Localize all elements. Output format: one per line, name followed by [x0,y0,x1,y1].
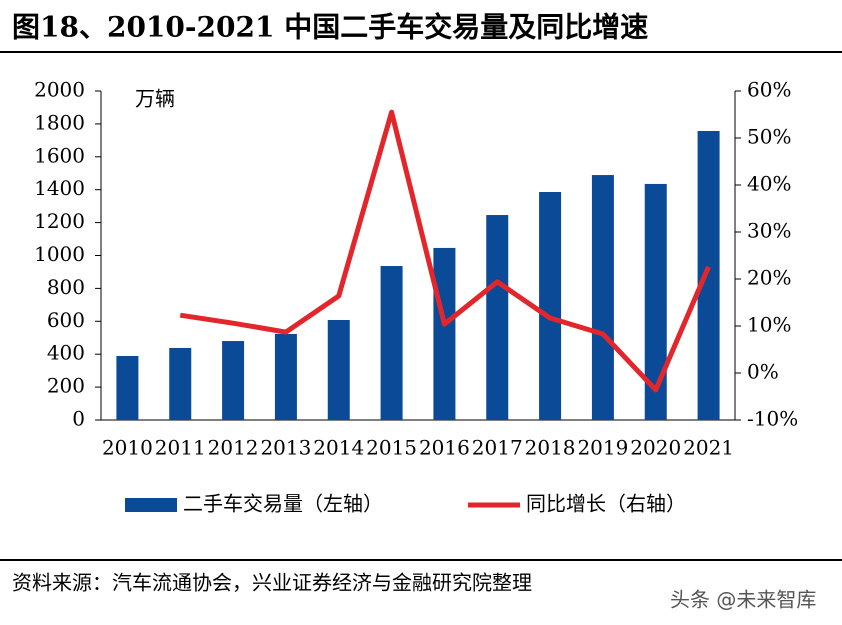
x-tick-label: 2010 [102,436,153,460]
watermark: 头条 @未来智库 [670,588,816,612]
y-tick-label: 1400 [34,176,85,200]
y-tick-label: 2000 [34,78,85,102]
bar [222,341,245,420]
x-tick-label: 2015 [366,436,417,460]
x-tick-label: 2018 [525,436,576,460]
bar [644,183,667,420]
bar [380,266,403,420]
bar [433,247,456,420]
y2-tick-label: 40% [747,172,791,196]
bar [591,175,614,420]
y2-tick-label: 20% [747,266,791,290]
source-note: 资料来源：汽车流通协会，兴业证券经济与金融研究院整理 [12,571,532,595]
y2-tick-label: -10% [747,407,798,431]
y-tick-label: 600 [47,308,85,332]
x-tick-label: 2011 [155,436,206,460]
y2-tick-label: 50% [747,125,791,149]
x-tick-label: 2017 [472,436,523,460]
x-tick-label: 2021 [683,436,734,460]
x-tick-label: 2013 [260,436,311,460]
chart-title: 图18、2010-2021 中国二手车交易量及同比增速 [12,11,648,44]
y-tick-label: 1600 [34,143,85,167]
legend-label: 二手车交易量（左轴） [183,492,383,516]
bar [274,333,297,420]
legend-label: 同比增长（右轴） [526,492,686,516]
y-tick-label: 1800 [34,110,85,134]
y-tick-label: 0 [72,407,85,431]
bar [327,319,350,420]
bar [486,215,509,420]
line-series [179,109,711,393]
y2-tick-label: 60% [747,78,791,102]
y2-tick-label: 10% [747,313,791,337]
legend-swatch [125,498,177,512]
y-tick-label: 400 [47,341,85,365]
y2-tick-label: 0% [747,360,779,384]
bar [697,130,720,420]
bar [539,192,562,420]
x-tick-label: 2020 [630,436,681,460]
y-tick-label: 1200 [34,209,85,233]
bar [116,356,139,420]
y-axis-unit: 万辆 [135,87,175,111]
y-tick-label: 800 [47,275,85,299]
bar [169,347,192,420]
x-tick-label: 2012 [208,436,259,460]
x-tick-label: 2019 [577,436,628,460]
x-tick-label: 2014 [313,436,364,460]
y2-tick-label: 30% [747,219,791,243]
y-tick-label: 1000 [34,242,85,266]
y-tick-label: 200 [47,374,85,398]
x-tick-label: 2016 [419,436,470,460]
